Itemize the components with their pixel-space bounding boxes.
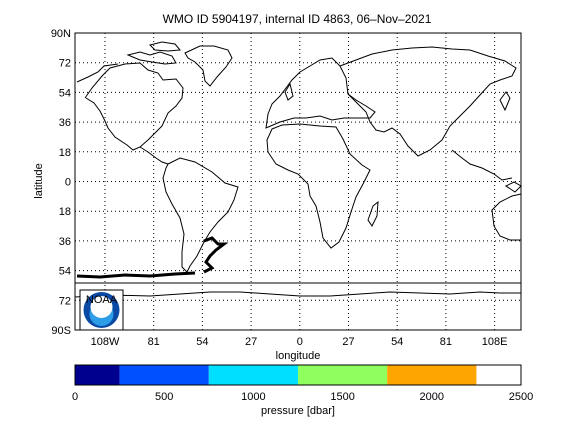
lon-tick-label: 54 bbox=[391, 336, 403, 348]
lat-tick-label: 0 bbox=[65, 177, 71, 189]
lon-tick-label: 81 bbox=[440, 336, 452, 348]
lat-tick-label: 90S bbox=[51, 325, 71, 337]
track-segment-southern-ocean bbox=[76, 271, 196, 279]
logo-text: NOAA bbox=[86, 294, 118, 306]
coastline-arctic-islands bbox=[126, 41, 181, 65]
colorbar-segment bbox=[208, 365, 298, 385]
float-track bbox=[76, 236, 229, 279]
coastline-south-america bbox=[162, 157, 239, 273]
map-gridlines bbox=[75, 33, 521, 330]
coastline-north-america bbox=[84, 62, 184, 151]
colorbar-tick-label: 2500 bbox=[509, 391, 533, 403]
coastline-central-america bbox=[139, 146, 169, 165]
colorbar-segment bbox=[387, 365, 477, 385]
lon-tick-label: 0 bbox=[297, 336, 303, 348]
lon-tick-label: 108W bbox=[91, 336, 120, 348]
logo-bird-shape bbox=[90, 296, 113, 318]
lon-tick-label: 27 bbox=[245, 336, 257, 348]
colorbar-tick-label: 0 bbox=[72, 391, 78, 403]
colorbar-tick-label: 500 bbox=[155, 391, 173, 403]
coastline-madagascar bbox=[367, 200, 379, 227]
latitude-tick-labels: 90N 72 54 36 18 0 18 36 54 72 90S bbox=[51, 28, 71, 337]
coastline-greenland bbox=[184, 45, 233, 87]
coastline-uk bbox=[284, 82, 294, 101]
figure-title: WMO ID 5904197, internal ID 4863, 06–Nov… bbox=[163, 12, 432, 26]
map-panel: NOAA 90N 72 54 36 18 0 18 36 54 72 90S 108W 81 54 27 0… bbox=[33, 28, 522, 362]
colorbar-segment bbox=[75, 365, 120, 385]
lat-tick-label: 36 bbox=[59, 236, 71, 248]
longitude-tick-labels: 108W 81 54 27 0 27 54 81 108E bbox=[91, 336, 508, 348]
lat-tick-label: 90N bbox=[51, 28, 71, 40]
lat-tick-label: 54 bbox=[59, 87, 71, 99]
lat-tick-label: 54 bbox=[59, 266, 71, 278]
colorbar-segments bbox=[75, 365, 477, 385]
colorbar-segment bbox=[119, 365, 209, 385]
y-axis-label: latitude bbox=[33, 163, 45, 198]
lon-tick-label: 54 bbox=[196, 336, 208, 348]
lat-tick-label: 18 bbox=[59, 206, 71, 218]
coastline-alaska bbox=[76, 63, 119, 83]
track-segment-patagonia bbox=[203, 236, 229, 274]
lat-tick-label: 36 bbox=[59, 117, 71, 129]
lat-tick-label: 72 bbox=[59, 58, 71, 70]
coastline-antarctica bbox=[74, 291, 521, 298]
colorbar-tick-labels: 0 500 1000 1500 2000 2500 bbox=[72, 391, 533, 403]
colorbar-frame bbox=[74, 364, 522, 386]
colorbar-tick-label: 1500 bbox=[330, 391, 354, 403]
noaa-logo-icon: NOAA bbox=[79, 289, 124, 331]
coastline-asia bbox=[339, 46, 517, 157]
colorbar-tick-label: 2000 bbox=[420, 391, 444, 403]
lat-tick-label: 18 bbox=[59, 147, 71, 159]
colorbar-label: pressure [dbar] bbox=[261, 405, 335, 417]
colorbar-tick-label: 1000 bbox=[241, 391, 265, 403]
coastline-africa bbox=[266, 123, 371, 249]
map-background bbox=[75, 33, 521, 330]
lon-tick-label: 81 bbox=[148, 336, 160, 348]
lon-tick-label: 108E bbox=[482, 336, 508, 348]
lon-tick-label: 27 bbox=[342, 336, 354, 348]
colorbar: 0 500 1000 1500 2000 2500 pressure [dbar] bbox=[72, 364, 533, 417]
colorbar-segment bbox=[298, 365, 388, 385]
coastline-japan bbox=[499, 91, 511, 112]
x-axis-label: longitude bbox=[276, 350, 321, 362]
lat-tick-label: 72 bbox=[59, 295, 71, 307]
coastline-southeast-asia bbox=[451, 149, 513, 181]
map-frame bbox=[74, 32, 522, 331]
